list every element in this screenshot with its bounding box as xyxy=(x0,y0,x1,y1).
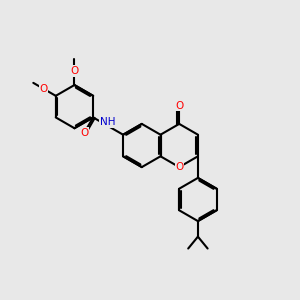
Text: O: O xyxy=(175,162,183,172)
Text: O: O xyxy=(70,66,79,76)
Text: NH: NH xyxy=(100,117,116,127)
Text: O: O xyxy=(175,100,183,110)
Text: O: O xyxy=(80,128,88,138)
Text: O: O xyxy=(40,84,48,94)
